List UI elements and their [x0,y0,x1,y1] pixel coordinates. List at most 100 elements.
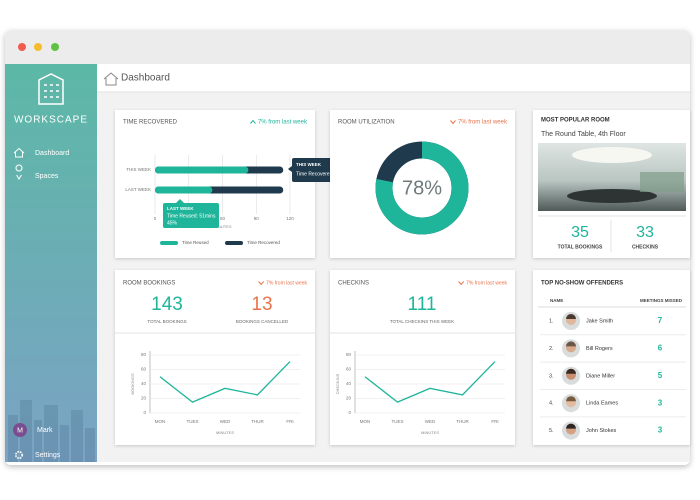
card-title: TOP NO-SHOW OFFENDERS [541,281,623,287]
y-tick-label: 40 [346,381,352,386]
tooltip [163,203,219,228]
y-tick-label: 60 [141,367,147,372]
down-arrow [258,281,265,286]
down-arrow [458,281,465,286]
avatar-hair [566,396,576,402]
column-header: NAME [550,298,563,303]
change-indicator: 7% from last week [266,280,307,286]
stat-value: 35 [571,224,589,241]
card-title: TIME RECOVERED [123,120,178,126]
x-tick-label: WED [425,419,436,424]
close-button[interactable] [18,43,26,51]
tooltip-text: Time Reused: 51mins [167,213,216,219]
user-avatar[interactable] [13,423,27,437]
user-initial[interactable]: M [17,427,23,434]
card [533,270,690,445]
change-indicator: 7% from last week [258,120,308,126]
stat-label: TOTAL CHECKINS THIS WEEK [390,319,454,324]
breadcrumb-home-icon [103,72,119,86]
photo-table [567,189,657,203]
bar [155,186,213,194]
legend-label: Time Reused [182,240,209,245]
up-arrow [250,119,256,124]
category-label: THIS WEEK [126,167,151,172]
stat-label: CHECKINS [632,244,659,250]
x-tick-label: WED [220,419,231,424]
stat-label: TOTAL BOOKINGS [558,244,603,250]
page-title: Dashboard [121,73,170,84]
card-title: CHECKINS [338,281,369,287]
legend-swatch [160,241,178,245]
nav-item[interactable]: Spaces [35,173,59,180]
y-tick-label: 0 [143,410,146,415]
x-tick-label: TUES [391,419,403,424]
missed-count: 6 [658,344,663,353]
nav-item[interactable]: Dashboard [35,150,69,157]
x-tick-label: MON [360,419,371,424]
missed-count: 3 [658,398,663,407]
logo-icon [38,73,64,105]
y-axis-label: BOOKINGS [130,373,135,395]
tooltip-share: 45% [167,220,178,226]
missed-count: 7 [658,316,663,325]
x-tick-label: FRI [286,419,293,424]
photo-window [640,172,684,192]
legend-label: Time Recovered [247,240,280,245]
stat-value: 111 [408,294,437,315]
down-arrow [450,120,456,125]
y-tick-label: 40 [141,381,147,386]
home-icon [13,147,25,158]
x-tick-label: FRI [491,419,498,424]
change-indicator: 7% from last week [458,120,508,126]
title-bar-base [5,50,690,64]
donut-arc [375,141,469,235]
card-title: ROOM BOOKINGS [123,281,175,287]
card [330,270,515,445]
room-name: The Round Table, 4th Floor [541,131,626,138]
bar [155,166,249,174]
rank: 4. [549,401,554,407]
card-title: ROOM UTILIZATION [338,120,395,126]
y-tick-label: 20 [346,396,352,401]
settings-link[interactable]: Settings [35,452,61,459]
person-name: Linda Eames [586,401,618,407]
y-tick-label: 60 [346,367,352,372]
legend-swatch [225,241,243,245]
x-tick-label: 0 [154,216,157,221]
avatar-hair [566,368,576,374]
stat-value: 143 [151,294,183,315]
tooltip-text: Time Recovered: 114mins [296,171,354,177]
photo-ceiling-light [572,147,652,163]
user-name[interactable]: Mark [37,427,53,434]
gear-icon [15,450,24,459]
line [364,361,496,403]
stat-label: TOTAL BOOKINGS [147,319,186,324]
avatar-hair [566,423,576,429]
line [159,361,291,403]
x-tick-label: 60 [220,216,226,221]
donut-label: 78% [402,177,442,199]
person-name: Jake Smith [586,318,613,324]
person-name: Diane Miller [586,373,615,379]
x-tick-label: MON [155,419,166,424]
stat-value: 33 [636,224,654,241]
column-header: MEETINGS MISSED [640,298,683,303]
y-tick-label: 80 [346,352,352,357]
stat-label: BOOKINGS CANCELLED [236,319,289,324]
stat-value: 13 [251,294,272,315]
missed-count: 3 [658,426,663,435]
x-tick-label: 90 [254,216,260,221]
category-label: LAST WEEK [125,187,151,192]
rank: 5. [549,428,554,434]
x-axis-label: MINUTES [421,430,439,435]
x-axis-label: MINUTES [214,224,232,229]
y-tick-label: 80 [141,352,147,357]
tooltip-pointer [288,166,292,172]
minimize-button[interactable] [34,43,42,51]
person-name: John Stokes [586,428,617,434]
maximize-button[interactable] [51,43,59,51]
y-tick-label: 20 [141,396,147,401]
card [115,270,315,445]
card-title: MOST POPULAR ROOM [541,118,610,124]
